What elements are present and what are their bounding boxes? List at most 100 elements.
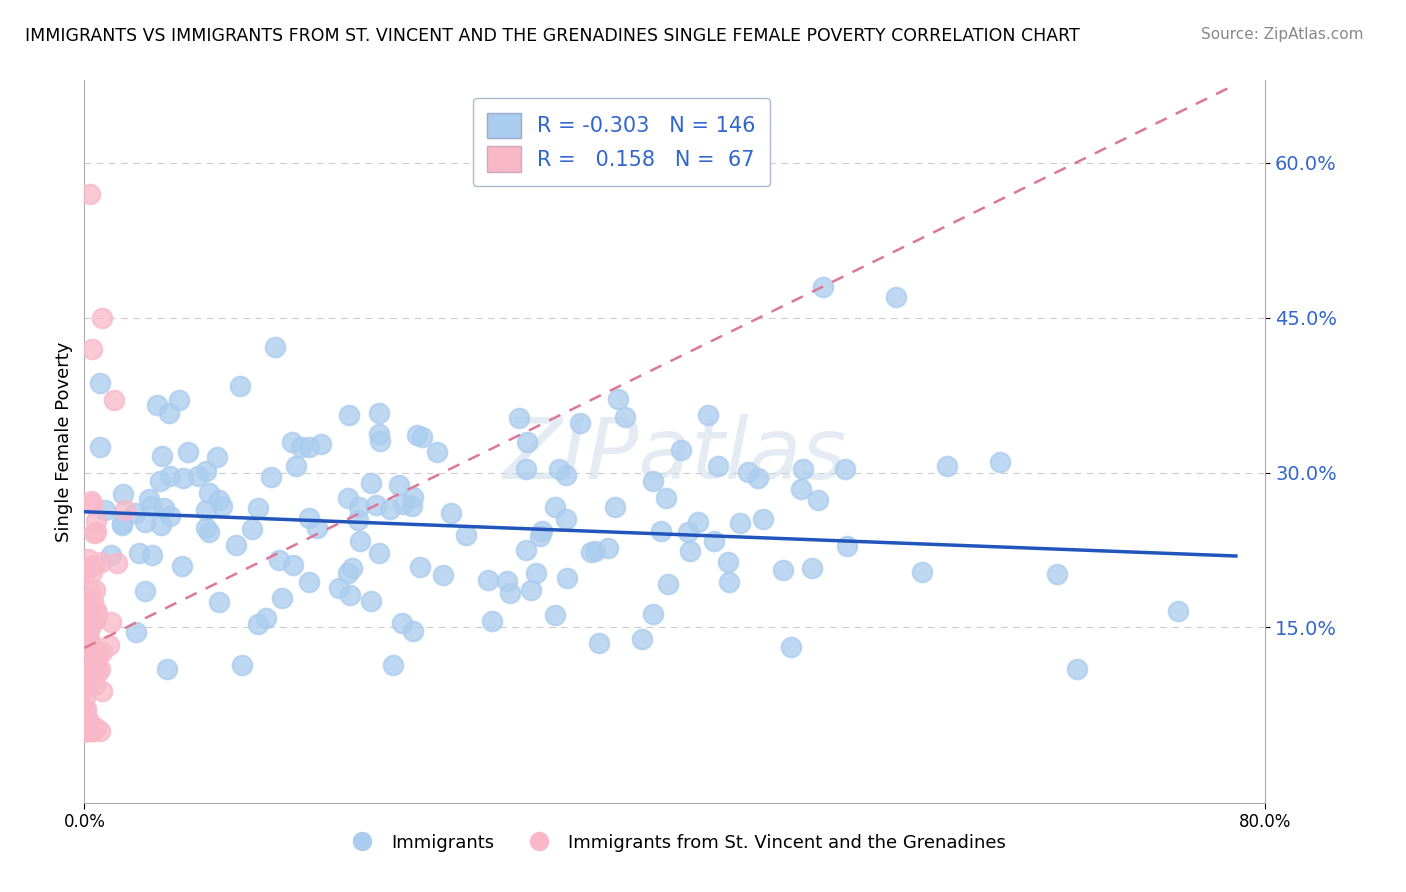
Point <box>76 615 98 630</box>
Point <box>76 607 98 621</box>
Point <box>747 471 769 485</box>
Point <box>752 511 775 525</box>
Point <box>401 490 423 504</box>
Point <box>105 556 128 570</box>
Point <box>208 595 231 609</box>
Point <box>82 723 104 738</box>
Point <box>114 503 136 517</box>
Point <box>520 582 543 597</box>
Point <box>569 416 592 430</box>
Point <box>772 563 794 577</box>
Point <box>82 664 104 678</box>
Point <box>495 574 517 588</box>
Point <box>387 478 409 492</box>
Point <box>76 632 98 647</box>
Point <box>159 469 181 483</box>
Point <box>309 437 332 451</box>
Point <box>515 543 537 558</box>
Point <box>77 551 100 566</box>
Point <box>75 615 97 629</box>
Point <box>211 500 233 514</box>
Point <box>124 506 146 520</box>
Point <box>368 545 391 559</box>
Point <box>267 553 290 567</box>
Point <box>153 501 176 516</box>
Point <box>544 608 567 623</box>
Point <box>583 544 606 558</box>
Point <box>555 571 578 585</box>
Point <box>607 392 630 406</box>
Point <box>79 494 101 508</box>
Point <box>337 566 360 580</box>
Point <box>669 443 692 458</box>
Point <box>82 565 104 579</box>
Point <box>613 410 636 425</box>
Point <box>641 607 664 621</box>
Point <box>150 449 173 463</box>
Point <box>364 498 387 512</box>
Point <box>524 566 547 580</box>
Point <box>477 573 499 587</box>
Point <box>531 524 554 538</box>
Point <box>790 482 813 496</box>
Point <box>454 527 477 541</box>
Point <box>139 500 162 514</box>
Point <box>79 583 101 598</box>
Point <box>195 521 218 535</box>
Point <box>73 566 96 580</box>
Point <box>988 455 1011 469</box>
Point <box>91 310 114 325</box>
Point <box>328 581 350 595</box>
Point <box>77 723 100 738</box>
Point <box>75 690 97 705</box>
Point <box>347 500 370 515</box>
Point <box>298 441 321 455</box>
Point <box>73 723 96 738</box>
Point <box>440 506 463 520</box>
Point <box>80 723 103 738</box>
Point <box>378 502 401 516</box>
Point <box>141 548 163 562</box>
Point <box>305 521 328 535</box>
Point <box>807 493 830 508</box>
Point <box>481 614 503 628</box>
Point <box>94 503 117 517</box>
Point <box>284 459 307 474</box>
Point <box>498 586 520 600</box>
Point <box>548 461 571 475</box>
Point <box>426 445 449 459</box>
Point <box>360 593 382 607</box>
Point <box>650 524 672 538</box>
Point <box>339 408 361 422</box>
Point <box>73 629 96 643</box>
Point <box>1046 567 1069 582</box>
Point <box>82 723 104 737</box>
Point <box>290 441 312 455</box>
Text: ZIPatlas: ZIPatlas <box>503 415 846 498</box>
Point <box>76 640 98 655</box>
Point <box>84 651 107 665</box>
Point <box>157 406 180 420</box>
Point <box>588 636 610 650</box>
Point <box>75 703 97 717</box>
Point <box>508 410 530 425</box>
Point <box>349 533 371 548</box>
Point <box>84 525 107 540</box>
Point <box>75 709 97 723</box>
Point <box>83 643 105 657</box>
Point <box>281 435 304 450</box>
Point <box>368 426 391 441</box>
Point <box>86 607 108 621</box>
Y-axis label: Single Female Poverty: Single Female Poverty <box>55 342 73 541</box>
Legend: Immigrants, Immigrants from St. Vincent and the Grenadines: Immigrants, Immigrants from St. Vincent … <box>336 826 1014 859</box>
Point <box>125 625 148 640</box>
Point <box>298 511 321 525</box>
Point <box>240 522 263 536</box>
Point <box>84 603 107 617</box>
Point <box>254 611 277 625</box>
Point <box>631 632 654 646</box>
Point <box>79 657 101 672</box>
Point <box>172 471 194 485</box>
Point <box>432 568 454 582</box>
Point <box>263 340 285 354</box>
